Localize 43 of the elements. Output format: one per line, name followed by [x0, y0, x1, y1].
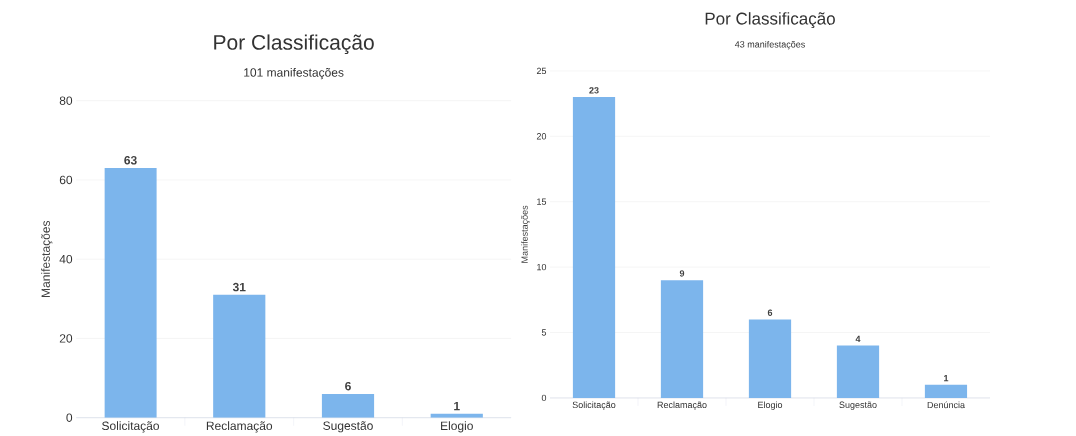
y-tick-label: 80 [59, 96, 73, 106]
x-tick-label: Solicitação [572, 401, 616, 410]
bar [748, 319, 792, 398]
y-tick-label: 15 [537, 198, 547, 205]
data-label: 23 [589, 87, 599, 94]
x-tick-label: Reclamação [657, 401, 707, 410]
chart-title: Por Classificação [214, 34, 374, 55]
y-tick-label: 10 [537, 264, 547, 271]
data-label: 4 [855, 335, 861, 343]
data-label: 6 [767, 309, 773, 316]
x-tick-label: Denúncia [927, 401, 965, 409]
data-label: 9 [679, 270, 685, 277]
y-tick-label: 40 [59, 255, 73, 264]
x-tick-label: Sugestão [323, 421, 373, 433]
bar [213, 294, 266, 418]
bar [321, 394, 375, 418]
y-tick-label: 0 [66, 413, 73, 423]
y-tick-label: 5 [541, 329, 547, 336]
y-axis-title: Manifestações [41, 221, 53, 297]
y-axis-title: Manifestações [521, 205, 530, 263]
y-tick-label: 0 [541, 394, 547, 402]
y-tick-label: 25 [536, 67, 547, 75]
bar [660, 280, 704, 398]
y-tick-label: 20 [536, 133, 547, 140]
bar [924, 384, 968, 398]
data-label: 6 [345, 381, 351, 391]
data-label: 1 [944, 375, 949, 382]
chart-subtitle: 43 manifestações [734, 41, 805, 50]
x-tick-label: Reclamação [206, 421, 273, 433]
data-label: 1 [454, 402, 460, 411]
bar [104, 168, 157, 418]
bar [836, 345, 880, 398]
x-tick-label: Elogio [441, 421, 473, 433]
data-label: 31 [232, 282, 246, 292]
chart-title: Por Classificação [705, 12, 835, 29]
y-tick-label: 60 [59, 175, 73, 185]
data-label: 63 [124, 156, 137, 165]
x-tick-label: Sugestão [839, 401, 877, 410]
bar [572, 97, 616, 398]
y-tick-label: 20 [59, 334, 73, 343]
x-tick-label: Elogio [758, 401, 783, 410]
chart-subtitle: 101 manifestações [244, 68, 344, 80]
x-tick-label: Solicitação [102, 421, 159, 433]
